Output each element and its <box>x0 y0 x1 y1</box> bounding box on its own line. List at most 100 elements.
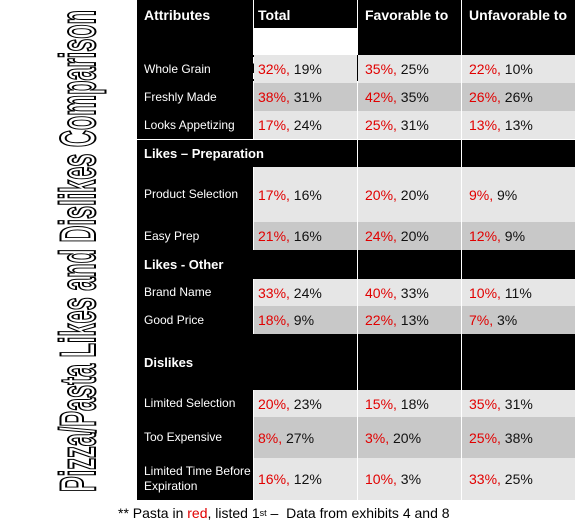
pizza-value: 24% <box>289 284 322 301</box>
pasta-value: 22%, <box>365 312 397 328</box>
pasta-value: 18%, <box>258 312 290 328</box>
pizza-value: 23% <box>289 395 322 412</box>
pizza-value: 3% <box>493 312 518 328</box>
unfavorable-value: 26%, 26% <box>462 83 575 111</box>
total-value: 20%, 23% <box>254 390 357 417</box>
footnote-suffix: – Data from exhibits 4 and 8 <box>266 504 450 521</box>
total-value: 21%, 16% <box>254 222 357 250</box>
pasta-value: 25%, <box>365 117 397 133</box>
pizza-value: 9% <box>289 312 315 328</box>
favorable-value: 20%, 20% <box>358 167 461 222</box>
pasta-value: 33%, <box>469 471 501 487</box>
pasta-value: 20%, <box>258 395 290 412</box>
favorable-value: 35%, 25% <box>358 55 461 83</box>
pizza-value: 9% <box>493 186 518 203</box>
footnote-middle: , listed 1 <box>207 504 260 521</box>
pizza-value: 11% <box>500 284 532 301</box>
unfavorable-value: 35%, 31% <box>462 390 575 417</box>
pasta-value: 17%, <box>258 117 290 133</box>
section-fill <box>462 28 575 55</box>
favorable-value: 10%, 3% <box>358 458 461 500</box>
pizza-value: 20% <box>389 429 422 446</box>
pizza-value: 20% <box>396 228 429 244</box>
section-fill <box>358 250 461 279</box>
footnote-sup: st <box>259 507 267 518</box>
pizza-value: 18% <box>396 395 429 412</box>
attribute-label: Easy Prep <box>137 222 253 250</box>
pizza-value: 27% <box>282 429 315 446</box>
section-header-row: Likes – Preparation <box>137 140 575 167</box>
pizza-value: 38% <box>500 429 533 446</box>
favorable-value: 15%, 18% <box>358 390 461 417</box>
pizza-value: 35% <box>396 89 429 105</box>
pasta-value: 35%, <box>469 395 501 412</box>
pasta-value: 42%, <box>365 89 397 105</box>
section-fill <box>462 140 575 167</box>
unfavorable-value: 12%, 9% <box>462 222 575 250</box>
pizza-value: 13% <box>396 312 429 328</box>
pasta-value: 38%, <box>258 89 290 105</box>
pasta-value: 8%, <box>258 429 283 446</box>
pasta-value: 13%, <box>469 117 501 133</box>
pizza-value: 10% <box>500 61 533 77</box>
table-row: Freshly Made 38%, 31% 42%, 35% 26%, 26% <box>137 83 575 111</box>
pasta-value: 10%, <box>365 471 397 487</box>
attribute-label: Freshly Made <box>137 83 253 111</box>
table-row: Limited Time Before Expiration 16%, 12% 10… <box>137 458 575 500</box>
pizza-value: 13% <box>500 117 533 133</box>
unfavorable-value: 13%, 13% <box>462 111 575 139</box>
pasta-value: 40%, <box>365 284 397 301</box>
pasta-value: 16%, <box>258 471 290 487</box>
pizza-value: 16% <box>289 228 322 244</box>
footnote-red-word: red <box>187 504 208 521</box>
favorable-value: 42%, 35% <box>358 83 461 111</box>
pizza-value: 25% <box>500 471 533 487</box>
table-row: Looks Appetizing 17%, 24% 25%, 31% 13%, 13% <box>137 111 575 139</box>
favorable-value: 40%, 33% <box>358 279 461 306</box>
section-label: Likes - Other <box>137 250 357 279</box>
section-header-row: Likes - Other <box>137 250 575 279</box>
unfavorable-value: 7%, 3% <box>462 306 575 334</box>
pasta-value: 26%, <box>469 89 501 105</box>
total-value: 16%, 12% <box>254 458 357 500</box>
pizza-value: 25% <box>396 61 429 77</box>
table-row: Too Expensive 8%, 27% 3%, 20% 25%, 38% <box>137 417 575 458</box>
pizza-value: 31% <box>500 395 533 412</box>
pasta-value: 9%, <box>469 186 494 203</box>
footnote-prefix: ** Pasta in <box>118 504 188 521</box>
pasta-value: 22%, <box>469 61 501 77</box>
pasta-value: 7%, <box>469 312 494 328</box>
section-label: Likes – Preparation <box>137 140 357 167</box>
section-header-row: Dislikes <box>137 334 575 390</box>
pasta-value: 20%, <box>365 186 397 203</box>
table-row: Limited Selection 20%, 23% 15%, 18% 35%, 31… <box>137 390 575 417</box>
pasta-value: 21%, <box>258 228 290 244</box>
pizza-value: 3% <box>396 471 422 487</box>
section-label: Dislikes <box>137 334 357 390</box>
pasta-value: 15%, <box>365 395 397 412</box>
column-header: Total <box>254 0 357 28</box>
attribute-label: Good Price <box>137 306 253 334</box>
pasta-value: 35%, <box>365 61 397 77</box>
pasta-value: 10%, <box>469 284 501 301</box>
vertical-title-svg: Pizza/Pasta Likes and Dislikes Compariso… <box>49 9 107 493</box>
total-value: 38%, 31% <box>254 83 357 111</box>
attribute-label: Looks Appetizing <box>137 111 253 139</box>
favorable-value: 24%, 20% <box>358 222 461 250</box>
section-fill <box>462 334 575 390</box>
pasta-value: 12%, <box>469 228 501 244</box>
pasta-value: 25%, <box>469 429 501 446</box>
pasta-value: 33%, <box>258 284 290 301</box>
table-row: Whole Grain 32%, 19% 35%, 25% 22%, 10% <box>137 55 575 83</box>
section-fill <box>462 250 575 279</box>
favorable-value: 25%, 31% <box>358 111 461 139</box>
pizza-value: 9% <box>500 228 526 244</box>
total-value: 18%, 9% <box>254 306 357 334</box>
total-value: 33%, 24% <box>254 279 357 306</box>
attribute-label: Limited Time Before Expiration <box>137 458 253 500</box>
unfavorable-value: 9%, 9% <box>462 167 575 222</box>
chart-title: Pizza/Pasta Likes and Dislikes Compariso… <box>50 10 106 492</box>
unfavorable-value: 25%, 38% <box>462 417 575 458</box>
attribute-label: Whole Grain <box>137 55 253 83</box>
